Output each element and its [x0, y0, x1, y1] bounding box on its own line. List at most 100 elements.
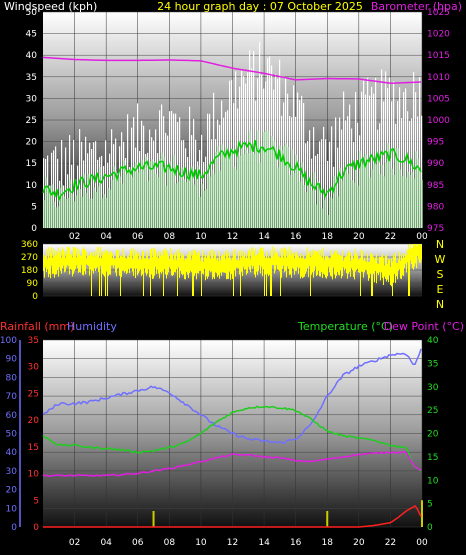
wind-bar	[107, 187, 109, 228]
wind-bar	[287, 147, 289, 228]
wind-bar	[111, 179, 113, 228]
wind-bar	[309, 182, 311, 228]
gust-bar	[343, 91, 345, 228]
gust-bar	[301, 95, 303, 228]
gust-bar	[327, 160, 329, 228]
wind-bar	[407, 171, 409, 228]
wind-x-tick: 00	[416, 232, 428, 242]
wind-bar	[149, 161, 151, 228]
wind-bar	[157, 177, 159, 228]
wind-bar	[397, 148, 399, 228]
gust-bar	[259, 42, 261, 228]
wind-y-tick: 10	[26, 181, 38, 191]
wind-bar	[285, 143, 287, 228]
wind-bar	[235, 169, 237, 228]
wind-bar	[153, 161, 155, 228]
wind-y-tick: 5	[31, 202, 37, 212]
rain-y-tick: 5	[33, 496, 39, 506]
wind-x-tick: 02	[69, 232, 80, 242]
climate-x-tick: 00	[416, 538, 428, 548]
wind-bar	[421, 179, 423, 228]
gust-bar	[91, 148, 93, 228]
gust-bar	[81, 141, 83, 228]
rain-y-tick: 30	[28, 363, 40, 373]
direction-y-tick: 270	[21, 253, 38, 263]
climate-x-tick: 08	[164, 538, 176, 548]
wind-x-tick: 04	[100, 232, 112, 242]
wind-bar	[305, 192, 307, 228]
climate-x-tick: 10	[195, 538, 207, 548]
wind-bar	[351, 180, 353, 228]
wind-bar	[387, 143, 389, 228]
wind-bar	[45, 176, 47, 228]
humidity-y-tick: 10	[6, 504, 18, 514]
wind-bar	[155, 173, 157, 228]
wind-y-tick: 20	[26, 138, 38, 148]
gust-bar	[383, 101, 385, 228]
wind-bar	[219, 170, 221, 228]
wind-bar	[327, 215, 329, 228]
gust-bar	[331, 126, 333, 228]
gust-bar	[399, 87, 401, 228]
wind-bar	[129, 169, 131, 228]
wind-bar	[233, 166, 235, 228]
barometer-y-tick: 985	[427, 181, 444, 191]
gust-bar	[337, 147, 339, 228]
climate-x-tick: 06	[132, 538, 144, 548]
wind-bar	[71, 193, 73, 228]
avg-wind-line	[42, 139, 422, 203]
wind-bar	[203, 190, 205, 228]
gust-bar	[323, 126, 325, 228]
wind-bar	[173, 155, 175, 228]
wind-bar	[325, 195, 327, 228]
humidity-y-tick: 100	[0, 336, 17, 346]
wind-bar	[211, 170, 213, 228]
barometer-y-tick: 1015	[427, 51, 450, 61]
wind-bar	[183, 179, 185, 228]
wind-y-tick: 25	[26, 116, 37, 126]
wind-bar	[315, 204, 317, 228]
wind-bar	[95, 192, 97, 228]
gust-bar	[89, 142, 91, 228]
wind-bar	[255, 149, 257, 228]
wind-x-tick: 14	[258, 232, 270, 242]
wind-bar	[189, 170, 191, 228]
wind-bar	[181, 167, 183, 228]
wind-bar	[363, 156, 365, 228]
wind-bar	[349, 165, 351, 228]
wind-bar	[69, 179, 71, 228]
wind-x-tick: 16	[290, 232, 302, 242]
gust-bar	[85, 136, 87, 228]
barometer-y-tick: 1000	[427, 116, 450, 126]
humidity-axis-label: Humidity	[67, 320, 117, 333]
wind-bar	[49, 185, 51, 228]
direction-y-tick: 180	[21, 266, 38, 276]
wind-bar	[195, 179, 197, 228]
compass-label: E	[437, 283, 444, 296]
wind-bar	[323, 199, 325, 228]
wind-bar	[299, 181, 301, 228]
wind-bar	[257, 130, 259, 228]
wind-bar	[123, 160, 125, 228]
wind-bar	[359, 150, 361, 228]
wind-bar	[361, 163, 363, 228]
barometer-y-tick: 990	[427, 159, 444, 169]
wind-bar	[65, 198, 67, 228]
wind-bar	[231, 149, 233, 228]
wind-bar	[159, 159, 161, 228]
wind-bar	[243, 154, 245, 228]
barometer-line	[42, 56, 422, 85]
humidity-y-tick: 90	[6, 355, 18, 365]
gust-bar	[121, 132, 123, 228]
wind-bar	[221, 144, 223, 228]
wind-bar	[127, 170, 129, 228]
wind-bar	[223, 151, 225, 228]
graph-title: 24 hour graph day : 07 October 2025	[157, 0, 363, 13]
wind-bar	[89, 198, 91, 228]
wind-x-tick: 20	[353, 232, 365, 242]
climate-x-tick: 12	[227, 538, 238, 548]
compass-label: N	[436, 298, 444, 311]
gust-bar	[79, 129, 81, 228]
wind-bar	[137, 172, 139, 228]
gust-bar	[347, 116, 349, 228]
